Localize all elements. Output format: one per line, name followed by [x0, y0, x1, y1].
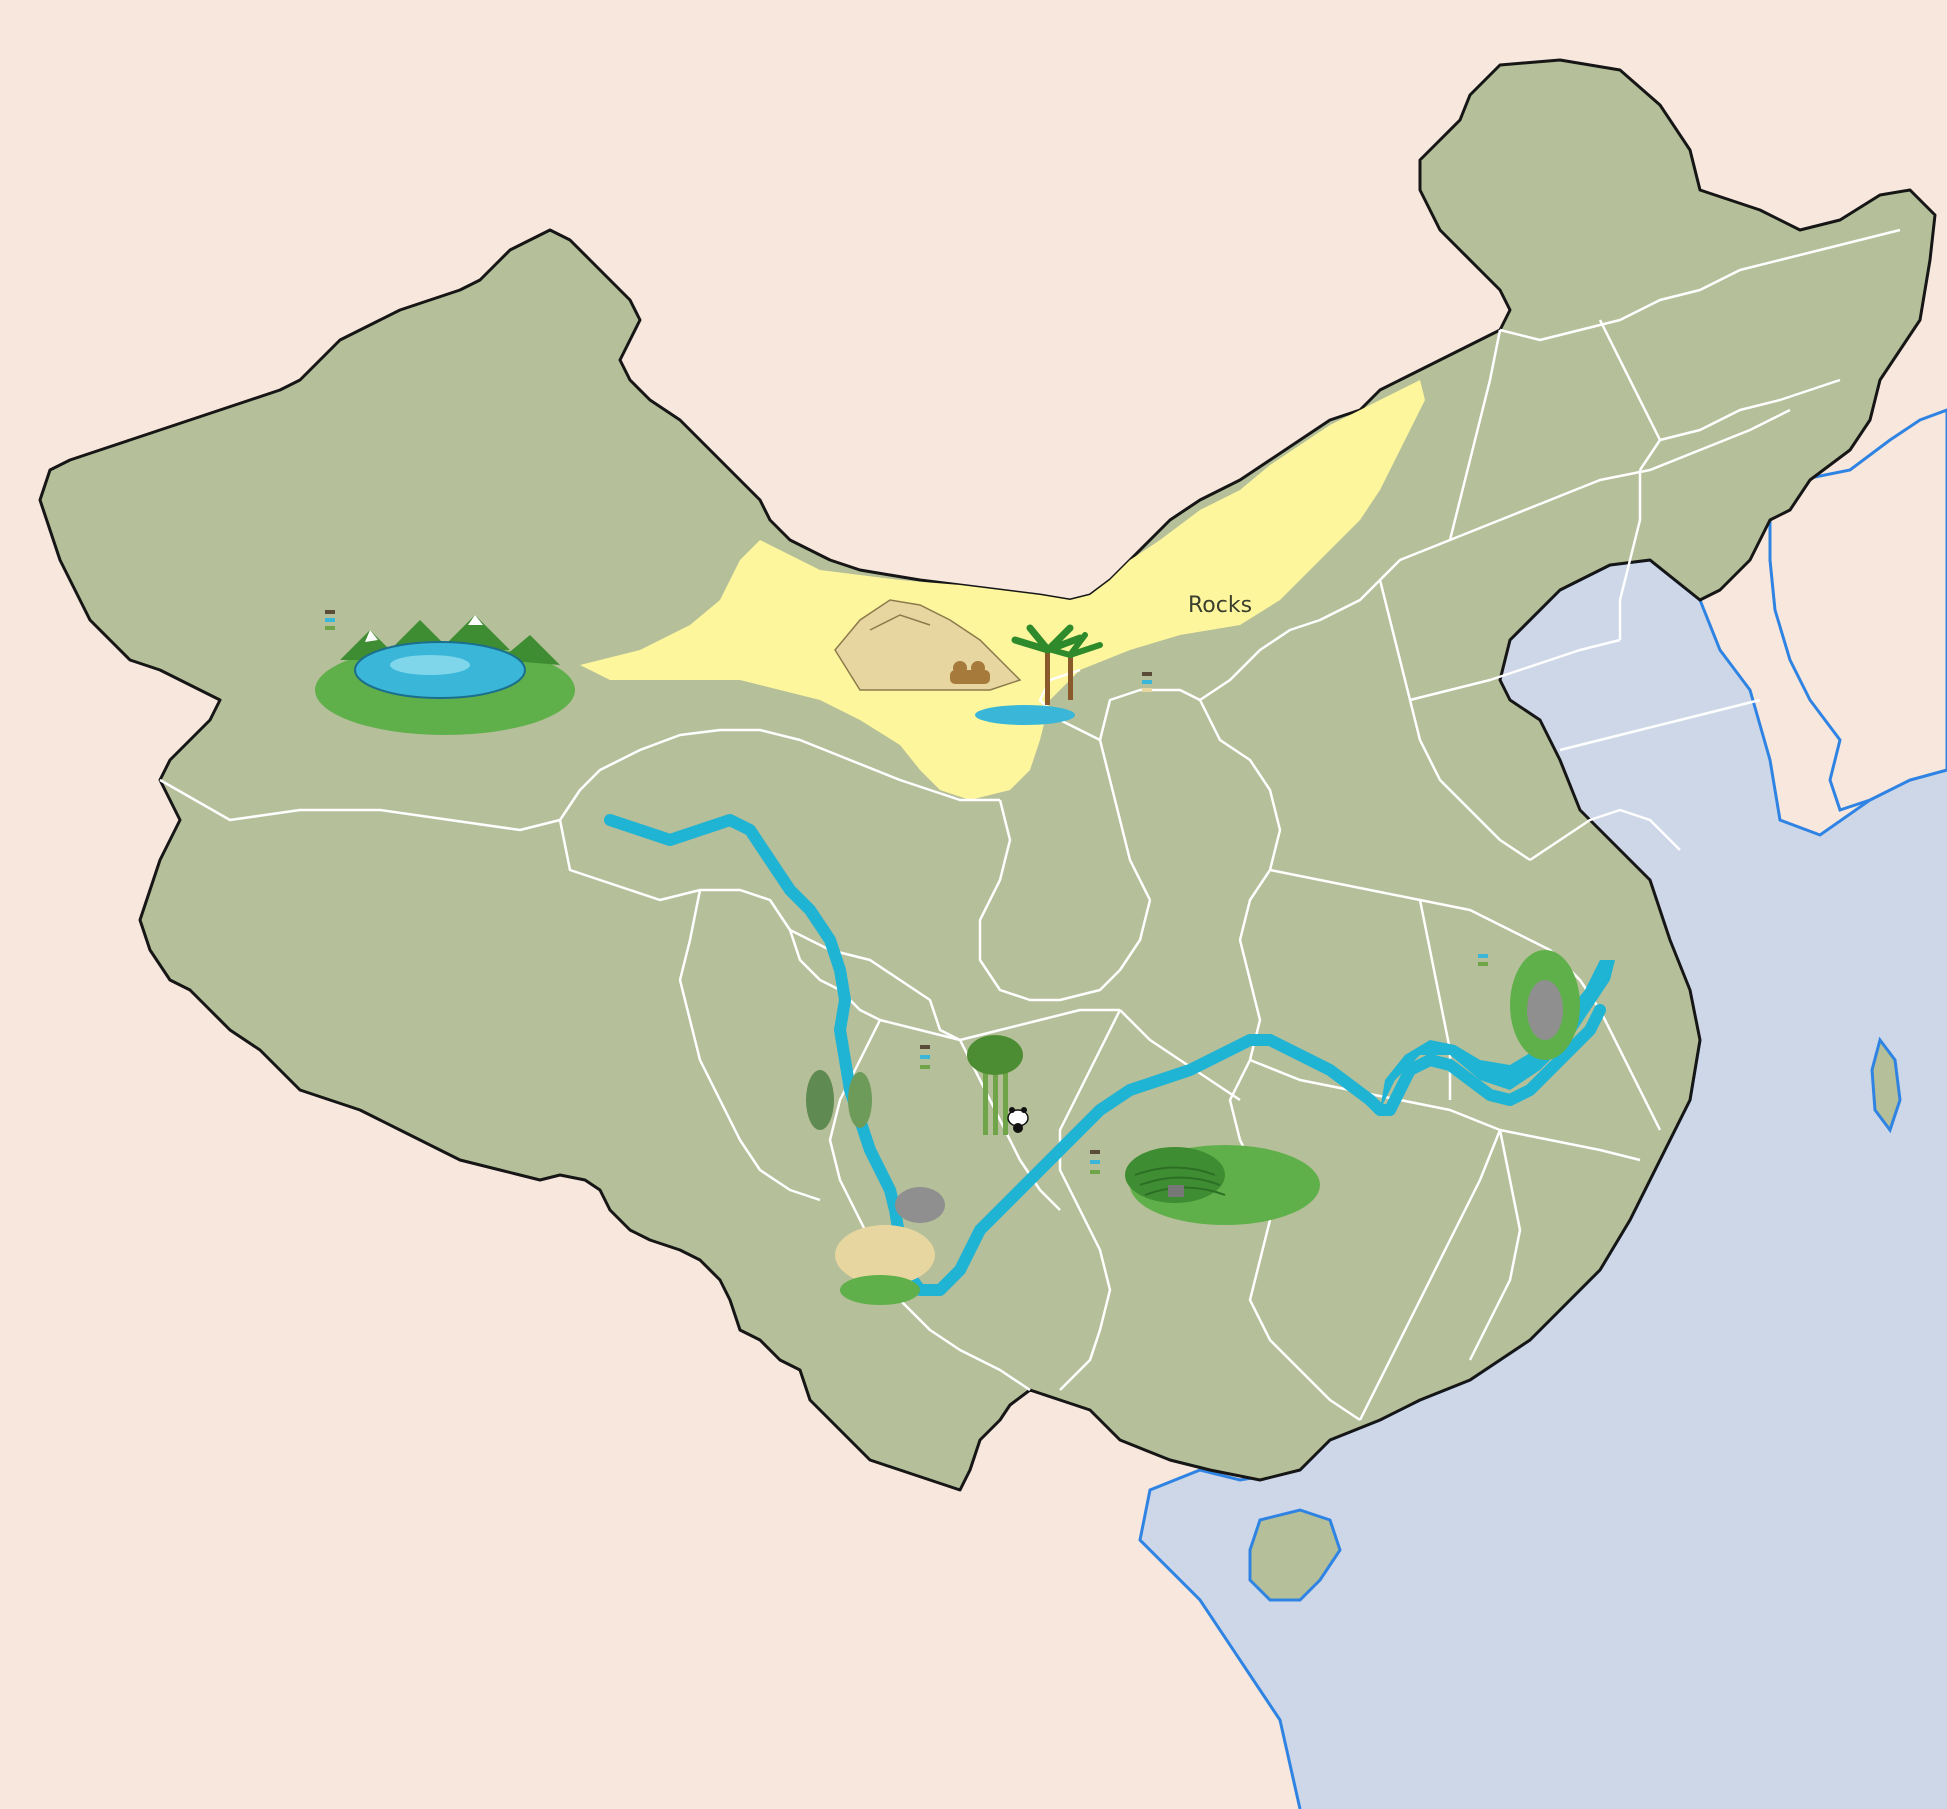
- yangtze-river: [604, 814, 1606, 1296]
- taiwan-island: [1870, 1036, 1902, 1134]
- terraced-hills-feature: [1125, 1145, 1320, 1225]
- mountain-lake-feature: [315, 615, 575, 735]
- swatch-group-east: [1478, 954, 1488, 966]
- swatch-group-terraces: [1090, 1150, 1100, 1174]
- sea: [1140, 560, 1947, 1809]
- swatch-group-west: [325, 610, 335, 630]
- swatch-group-bamboo: [920, 1045, 930, 1069]
- bamboo-panda-feature: [967, 1035, 1029, 1135]
- swatch-group-desert: [1142, 672, 1152, 692]
- artist-signature: Rocks: [1188, 593, 1252, 618]
- province-borders: [159, 228, 1901, 1422]
- yangtze-delta-feature: [1510, 950, 1580, 1060]
- hainan-island: [1248, 1508, 1342, 1602]
- desert-oasis-feature: [834, 599, 1103, 725]
- korea-peninsula: [1768, 408, 1947, 812]
- western-gorge-feature: [806, 1070, 945, 1305]
